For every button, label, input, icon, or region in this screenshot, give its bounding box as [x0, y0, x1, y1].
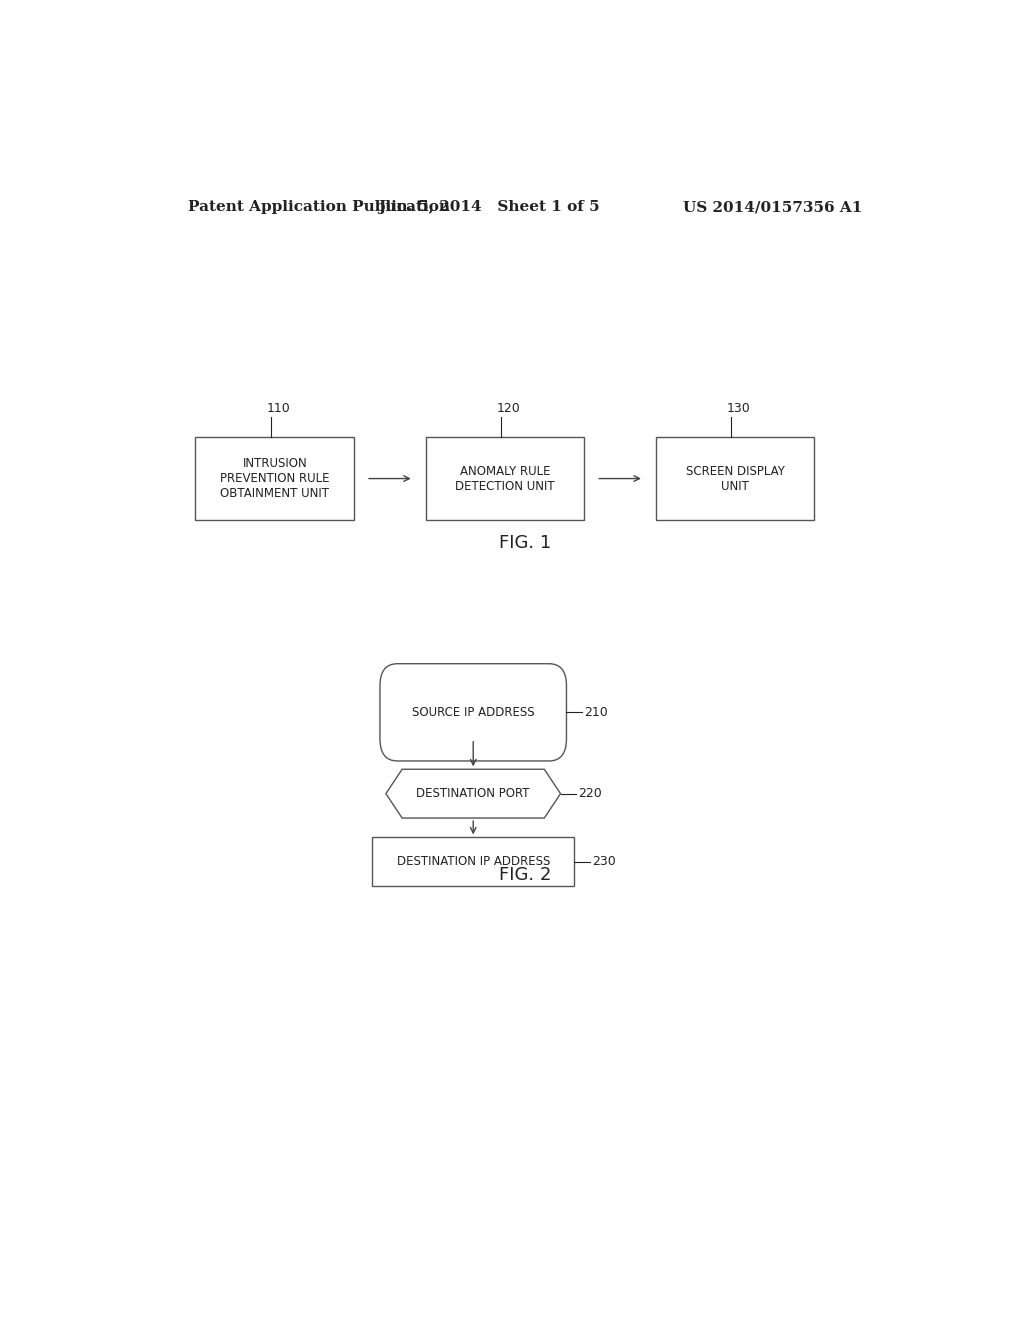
- FancyBboxPatch shape: [380, 664, 566, 760]
- Text: DESTINATION IP ADDRESS: DESTINATION IP ADDRESS: [396, 855, 550, 869]
- Text: Patent Application Publication: Patent Application Publication: [187, 201, 450, 214]
- Text: INTRUSION
PREVENTION RULE
OBTAINMENT UNIT: INTRUSION PREVENTION RULE OBTAINMENT UNI…: [220, 457, 330, 500]
- Text: Jun. 5, 2014   Sheet 1 of 5: Jun. 5, 2014 Sheet 1 of 5: [378, 201, 600, 214]
- Text: ANOMALY RULE
DETECTION UNIT: ANOMALY RULE DETECTION UNIT: [455, 465, 555, 492]
- Text: FIG. 1: FIG. 1: [499, 533, 551, 552]
- FancyBboxPatch shape: [655, 437, 814, 520]
- Text: 230: 230: [592, 855, 615, 869]
- Text: US 2014/0157356 A1: US 2014/0157356 A1: [683, 201, 862, 214]
- Text: SCREEN DISPLAY
UNIT: SCREEN DISPLAY UNIT: [686, 465, 784, 492]
- Text: SOURCE IP ADDRESS: SOURCE IP ADDRESS: [412, 706, 535, 719]
- Polygon shape: [386, 770, 560, 818]
- Text: 120: 120: [497, 401, 521, 414]
- FancyBboxPatch shape: [372, 837, 574, 886]
- Text: DESTINATION PORT: DESTINATION PORT: [417, 787, 530, 800]
- Text: 110: 110: [267, 401, 291, 414]
- Text: 130: 130: [727, 401, 751, 414]
- FancyBboxPatch shape: [426, 437, 585, 520]
- Text: FIG. 2: FIG. 2: [499, 866, 551, 884]
- Text: 220: 220: [578, 787, 602, 800]
- Text: 210: 210: [584, 706, 607, 719]
- FancyBboxPatch shape: [196, 437, 354, 520]
